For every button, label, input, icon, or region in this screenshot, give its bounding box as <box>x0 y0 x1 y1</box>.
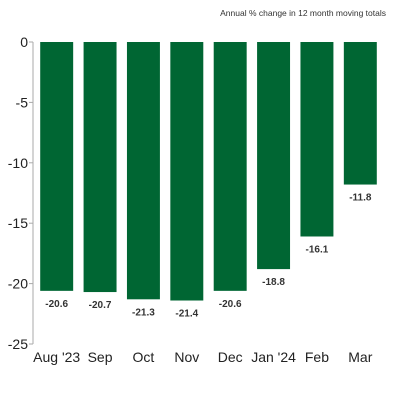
bar <box>213 42 247 291</box>
bar <box>300 42 334 237</box>
x-tick-label: Feb <box>305 349 329 365</box>
bar <box>83 42 117 293</box>
y-tick-label: -20 <box>8 276 28 292</box>
bar <box>343 42 377 185</box>
data-label: -11.8 <box>349 193 372 204</box>
y-tick-label: -10 <box>8 155 28 171</box>
x-tick-label: Mar <box>348 349 372 365</box>
data-label: -21.3 <box>132 307 155 318</box>
x-tick-label: Dec <box>218 349 243 365</box>
y-tick-label: -25 <box>8 336 28 352</box>
data-label: -18.8 <box>262 277 285 288</box>
data-label: -20.7 <box>89 300 112 311</box>
y-tick-label: -5 <box>16 94 29 110</box>
x-tick-label: Oct <box>133 349 155 365</box>
bar <box>170 42 204 301</box>
x-tick-label: Nov <box>174 349 199 365</box>
data-label: -16.1 <box>306 244 329 255</box>
bar <box>40 42 74 291</box>
data-label: -21.4 <box>175 309 198 320</box>
data-label: -20.6 <box>219 299 242 310</box>
x-tick-label: Sep <box>88 349 113 365</box>
y-tick-label: -15 <box>8 215 28 231</box>
x-tick-label: Aug '23 <box>33 349 80 365</box>
chart-subtitle: Annual % change in 12 month moving total… <box>220 8 386 18</box>
bar <box>126 42 160 300</box>
data-label: -20.6 <box>45 299 68 310</box>
bar <box>257 42 291 270</box>
y-tick-label: 0 <box>20 34 28 50</box>
x-tick-label: Jan '24 <box>251 349 296 365</box>
